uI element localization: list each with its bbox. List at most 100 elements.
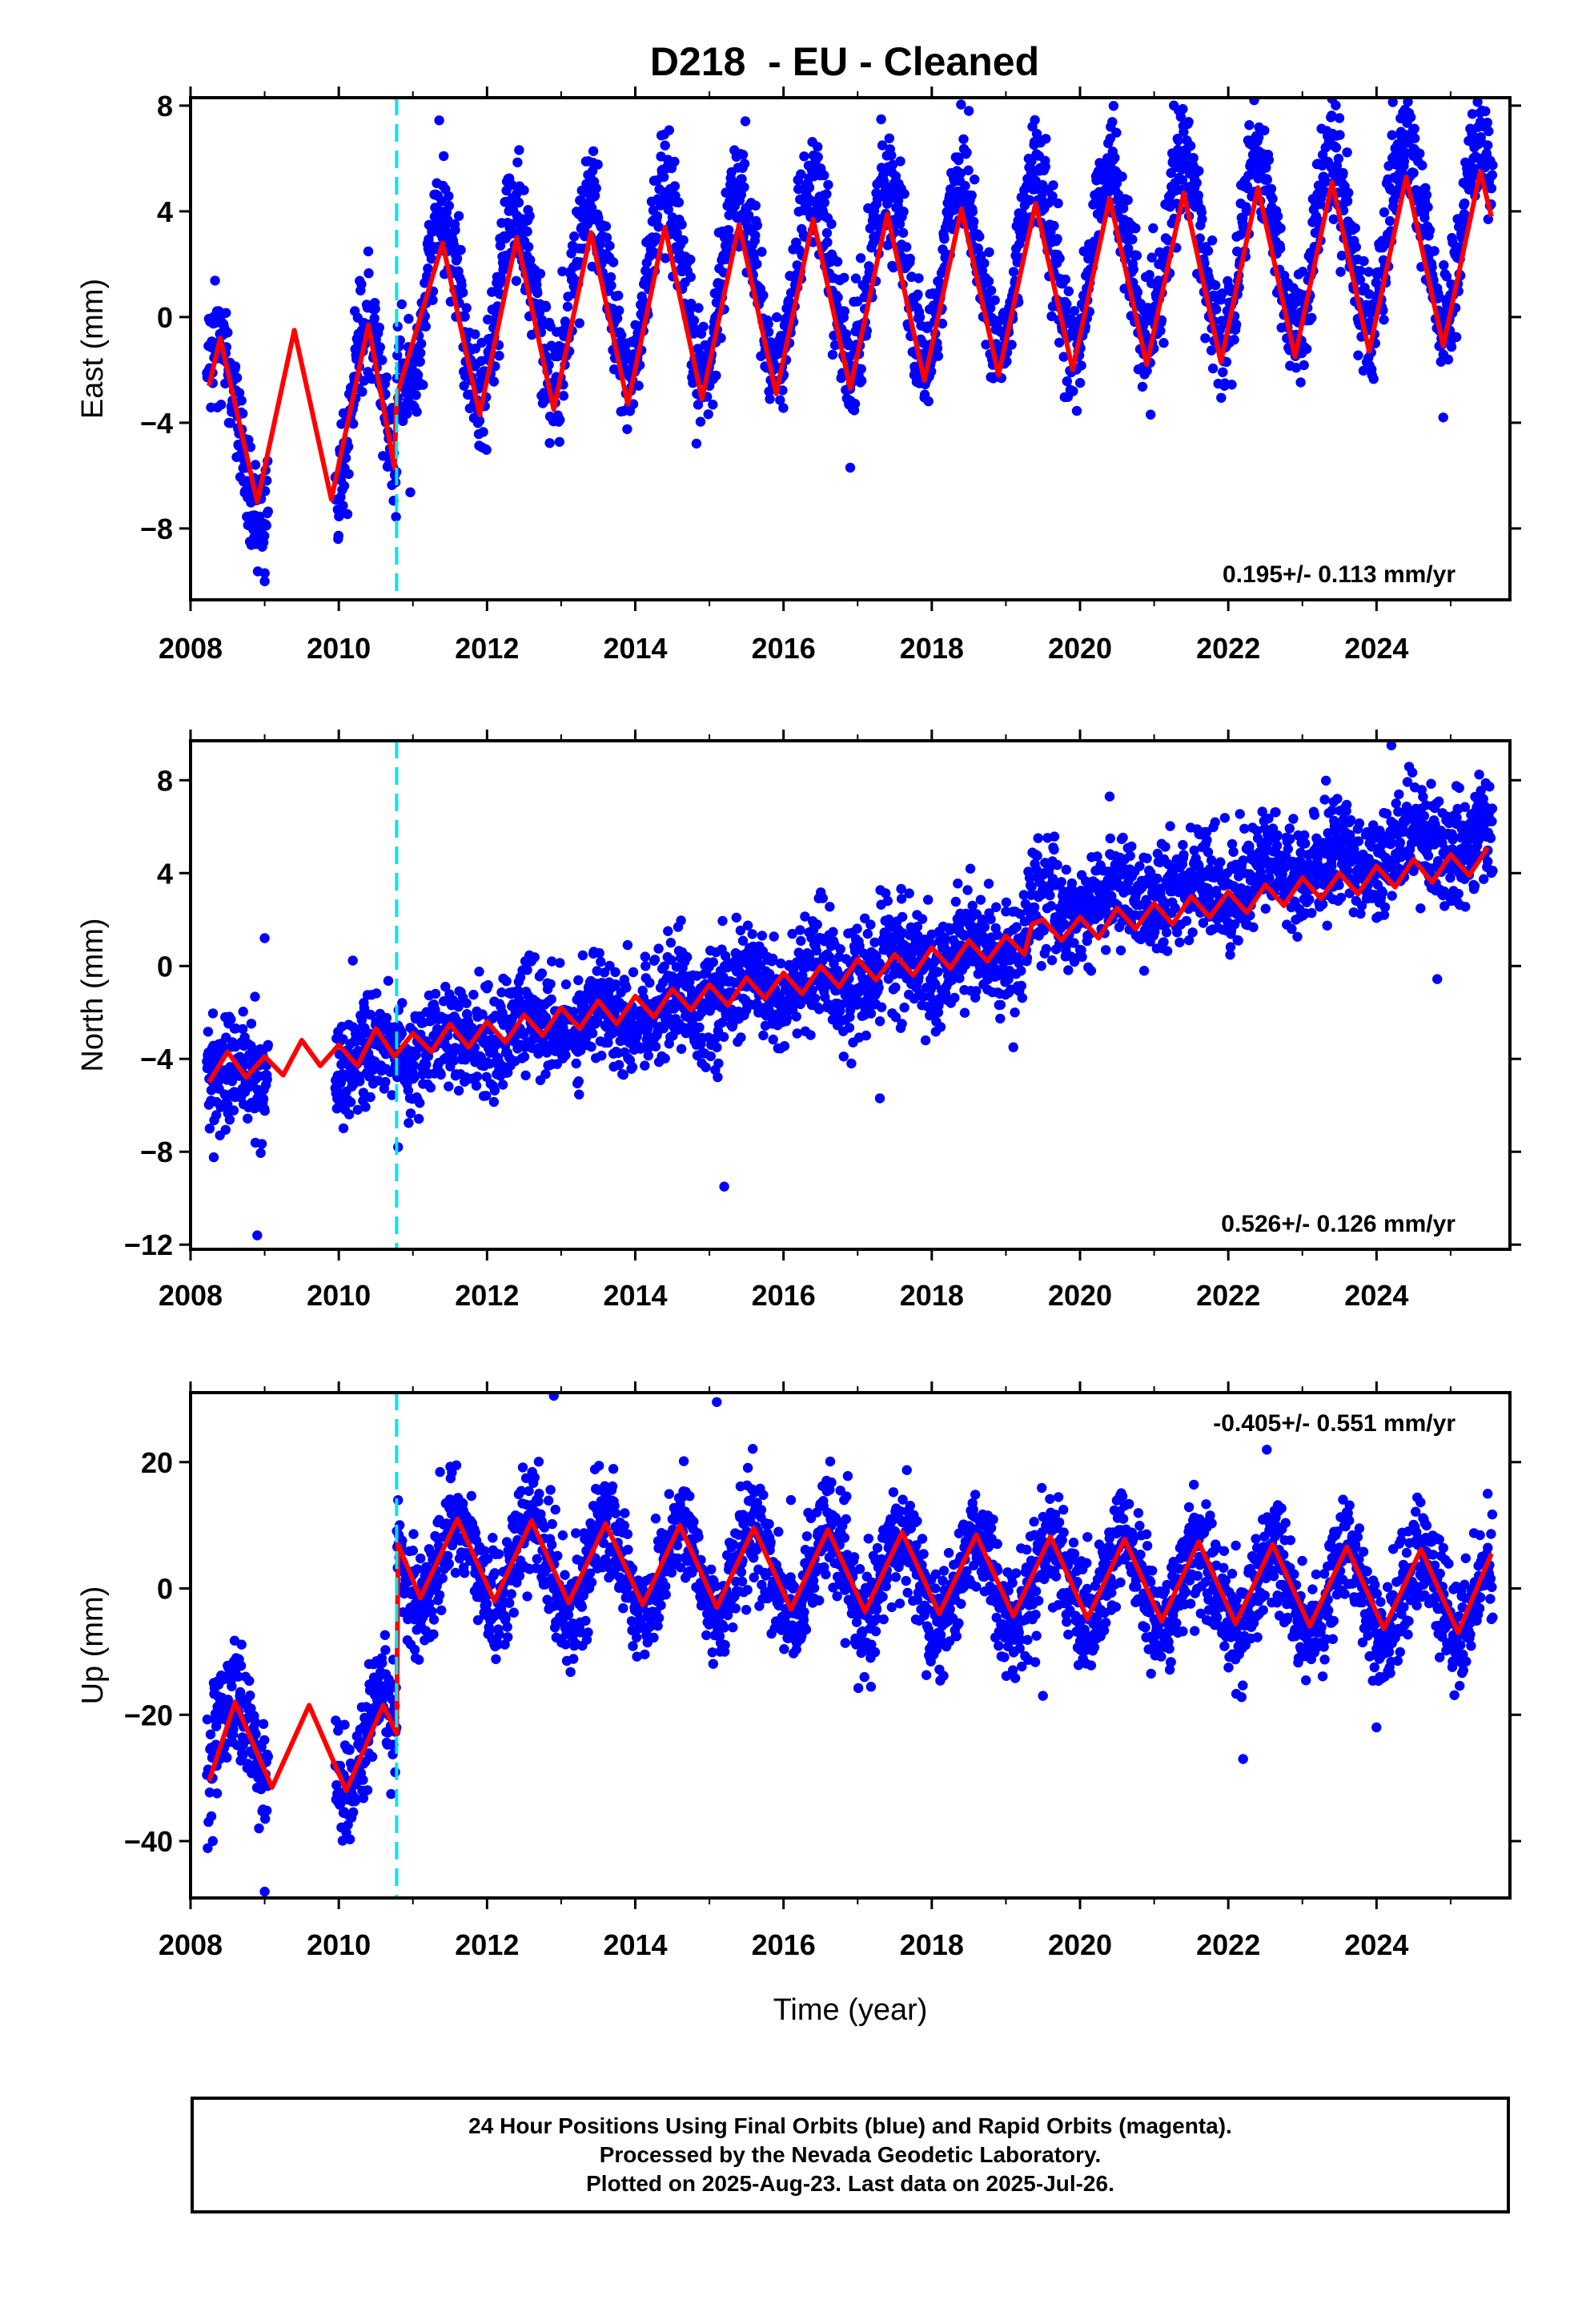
data-point — [1024, 195, 1035, 205]
data-point — [899, 1002, 909, 1013]
data-point — [917, 914, 928, 924]
data-point — [545, 979, 556, 990]
data-point — [357, 387, 367, 397]
data-point — [497, 1080, 508, 1090]
data-point — [896, 883, 906, 895]
data-point — [243, 1113, 253, 1124]
data-point — [893, 195, 904, 206]
data-point — [596, 956, 606, 967]
data-point — [1014, 958, 1024, 969]
data-point — [1010, 1007, 1020, 1018]
data-point — [1342, 147, 1352, 158]
data-point — [1131, 250, 1142, 261]
data-point — [557, 266, 568, 277]
data-point — [250, 460, 261, 470]
data-point — [796, 169, 806, 179]
data-point — [750, 200, 761, 211]
data-point — [1003, 974, 1014, 985]
data-point — [1267, 194, 1278, 204]
data-point — [1242, 206, 1252, 216]
data-point — [1062, 299, 1072, 309]
data-point — [805, 1030, 816, 1040]
data-point — [544, 438, 555, 448]
data-point — [610, 979, 621, 990]
data-point — [1231, 320, 1242, 330]
data-point — [426, 253, 437, 264]
data-point — [981, 340, 991, 350]
data-point — [571, 1058, 581, 1069]
data-point — [405, 487, 416, 497]
data-point — [610, 967, 620, 978]
data-point — [821, 227, 833, 239]
data-point — [676, 1043, 687, 1055]
data-point — [574, 318, 584, 328]
data-point — [525, 255, 536, 265]
data-point — [396, 1028, 407, 1039]
data-point — [562, 301, 573, 312]
data-point — [976, 251, 986, 261]
data-point — [963, 165, 974, 175]
data-point — [226, 1014, 236, 1025]
data-point — [223, 328, 233, 338]
data-point — [698, 321, 709, 332]
data-point — [587, 1028, 598, 1039]
data-point — [685, 271, 696, 283]
data-point — [594, 947, 604, 959]
data-point — [750, 230, 761, 241]
data-point — [1127, 234, 1138, 245]
data-point — [1387, 98, 1398, 107]
data-point — [1488, 160, 1498, 171]
data-point — [1107, 117, 1118, 127]
data-point — [371, 988, 382, 999]
data-point — [887, 159, 898, 170]
data-point — [717, 915, 728, 927]
data-point — [912, 922, 923, 932]
data-point — [1221, 356, 1232, 368]
data-point — [621, 983, 632, 993]
data-point — [203, 1027, 214, 1037]
data-point — [653, 222, 664, 232]
data-point — [781, 1013, 793, 1023]
data-point — [1363, 267, 1374, 277]
data-point — [605, 271, 616, 283]
data-point — [691, 438, 702, 449]
data-point — [661, 253, 671, 263]
data-point — [614, 1059, 624, 1071]
data-point — [1295, 377, 1306, 388]
data-point — [985, 303, 996, 313]
data-point — [772, 312, 782, 323]
data-point — [206, 1085, 217, 1096]
data-point — [420, 321, 431, 332]
data-point — [1018, 890, 1030, 900]
data-point — [1333, 153, 1344, 164]
data-point — [876, 1002, 887, 1013]
data-point — [453, 211, 464, 221]
data-point — [1049, 831, 1060, 842]
data-point — [423, 263, 433, 274]
data-point — [986, 914, 996, 925]
data-point — [481, 444, 492, 455]
data-point — [450, 225, 460, 235]
data-point — [507, 179, 517, 191]
data-point — [234, 388, 245, 398]
data-point — [1155, 325, 1166, 336]
data-point — [986, 285, 997, 296]
data-point — [693, 303, 704, 313]
data-point — [569, 231, 580, 242]
data-point — [428, 295, 438, 305]
data-point — [430, 988, 441, 999]
data-point — [452, 253, 463, 263]
data-point — [763, 327, 774, 337]
data-point — [1216, 392, 1227, 403]
data-point — [474, 416, 485, 426]
data-point — [1054, 337, 1065, 348]
data-point — [664, 125, 674, 135]
data-point — [666, 955, 677, 966]
data-point — [614, 305, 624, 316]
data-point — [622, 939, 633, 951]
data-point — [547, 956, 557, 967]
data-point — [1203, 246, 1214, 256]
data-point — [693, 400, 704, 410]
data-point — [600, 221, 612, 231]
data-point — [950, 896, 962, 907]
